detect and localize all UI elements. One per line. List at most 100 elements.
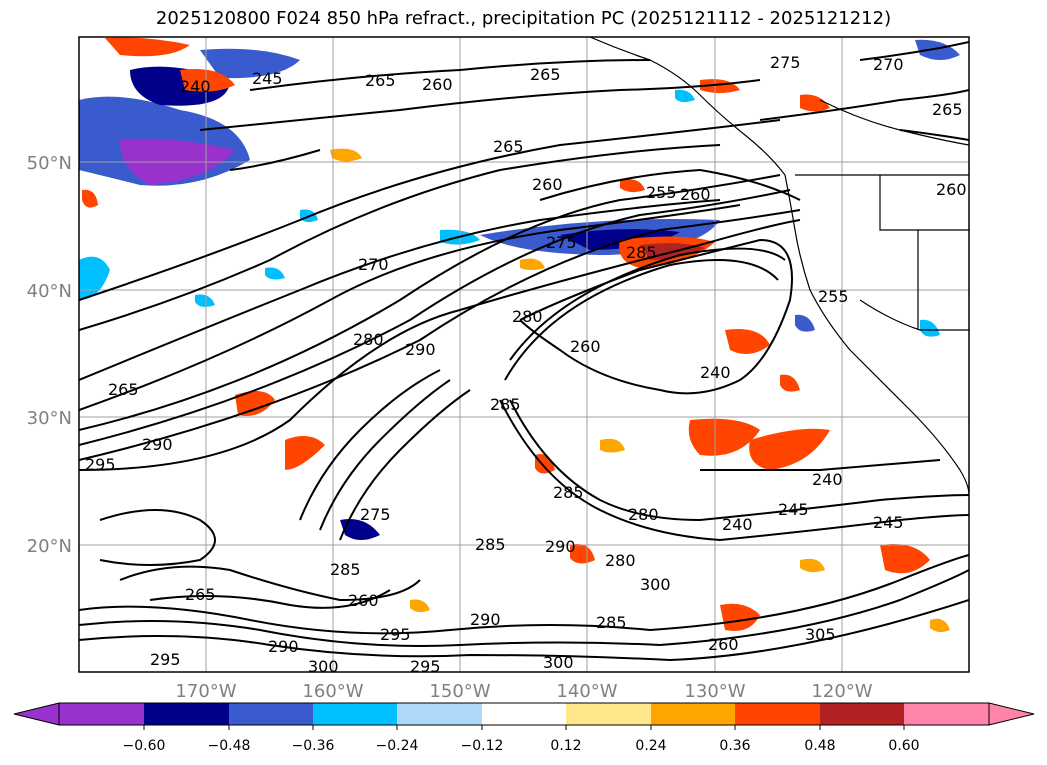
contour-line (79, 554, 969, 635)
contour-label: 295 (85, 455, 116, 474)
contour-label: 265 (530, 65, 561, 84)
contour-label: 295 (150, 650, 181, 669)
colorbar-segment (904, 703, 989, 725)
positive-shading-area (880, 544, 930, 574)
contour-label: 290 (268, 637, 299, 656)
contour-label: 300 (543, 653, 574, 672)
coastline (879, 175, 969, 231)
contour-line (119, 565, 421, 602)
contour-line (519, 238, 793, 395)
coastline (784, 174, 969, 496)
contour-label: 295 (380, 625, 411, 644)
contour-line (759, 89, 969, 121)
contour-label: 260 (532, 175, 563, 194)
contour-line (199, 79, 761, 131)
contour-label: 265 (932, 100, 963, 119)
negative-shading-area (79, 256, 110, 300)
latitude-labels: 50°N 40°N 30°N 20°N (27, 153, 72, 557)
colorbar-segment (566, 703, 651, 725)
negative-shading-area (675, 89, 695, 103)
positive-shading-area (570, 544, 595, 564)
contour-line (229, 149, 321, 171)
contour-line (899, 129, 969, 141)
contour-label: 260 (680, 185, 711, 204)
contour-line (504, 259, 779, 381)
negative-shading-area (560, 229, 680, 250)
negative-shading-area (795, 314, 815, 332)
lon-label: 170°W (175, 681, 236, 702)
negative-shading-area (195, 294, 215, 307)
contour-line (79, 144, 721, 331)
contour-line (79, 174, 781, 431)
negative-shading-area (200, 48, 300, 79)
colorbar-segment (735, 703, 820, 725)
contour-line (249, 59, 651, 91)
contour-label: 260 (422, 75, 453, 94)
contour-label: 280 (605, 551, 636, 570)
coastline (819, 99, 969, 146)
contour-label: 255 (818, 287, 849, 306)
lat-label: 30°N (27, 408, 72, 429)
contour-line (79, 189, 791, 446)
lon-label: 130°W (684, 681, 745, 702)
positive-shading-area (780, 374, 800, 392)
negative-shading-area (340, 519, 380, 540)
contour-label: 305 (805, 625, 836, 644)
contour-label: 295 (410, 657, 441, 676)
contour-label: 290 (405, 340, 436, 359)
colorbar-tick-label: 0.36 (719, 738, 750, 754)
graticule (79, 37, 969, 672)
colorbar-tick-label: 0.24 (635, 738, 666, 754)
contour-label: 285 (475, 535, 506, 554)
contour-label: 260 (348, 591, 379, 610)
positive-shading-area (235, 391, 275, 416)
colorbar-segment (313, 703, 397, 725)
contour-label: 260 (708, 635, 739, 654)
contour-label: 290 (142, 435, 173, 454)
contour-line (499, 399, 969, 542)
contour-labels: 240 245 265 260 265 265 275 270 260 265 … (85, 53, 967, 676)
colorbar-tick-label: −0.12 (461, 738, 504, 754)
contour-label: 275 (360, 505, 391, 524)
contour-label: 285 (596, 613, 627, 632)
colorbar-ticks (143, 725, 905, 730)
contour-label: 300 (308, 657, 339, 676)
colorbar-tick-label: 0.12 (550, 738, 581, 754)
positive-shading-area (105, 37, 190, 57)
contour-line (859, 41, 969, 61)
lat-label: 50°N (27, 153, 72, 174)
colorbar-frame (58, 702, 990, 726)
colorbar-segment (482, 703, 566, 725)
contour-line (79, 199, 721, 381)
colorbar-segment (651, 703, 735, 725)
contour-label: 290 (470, 610, 501, 629)
colorbar-segment (229, 703, 313, 725)
contour-label: 285 (490, 395, 521, 414)
contour-line (700, 459, 941, 471)
contour-label: 265 (493, 137, 524, 156)
contour-label: 275 (770, 53, 801, 72)
contour-line (79, 219, 801, 471)
contour-label: 260 (570, 337, 601, 356)
contour-label: 240 (700, 363, 731, 382)
contour-label: 275 (546, 233, 577, 252)
positive-shading-area (82, 189, 98, 208)
positive-shading-area (800, 558, 825, 573)
positive-shading-area (330, 148, 362, 162)
contour-label: 265 (185, 585, 216, 604)
positive-shading-area (285, 436, 325, 470)
contour-line (79, 209, 801, 461)
colorbar-max-extension (988, 702, 1035, 726)
positive-shading-area (930, 618, 950, 633)
contour-label: 245 (873, 513, 904, 532)
contour-line (99, 509, 216, 566)
colorbar-segment (144, 703, 229, 725)
lat-label: 40°N (27, 281, 72, 302)
contour-label: 265 (108, 380, 139, 399)
contour-line (79, 119, 781, 301)
contour-label: 245 (778, 500, 809, 519)
map-title: 2025120800 F024 850 hPa refract., precip… (155, 8, 892, 29)
contour-line (339, 389, 471, 541)
contour-line (149, 589, 391, 609)
